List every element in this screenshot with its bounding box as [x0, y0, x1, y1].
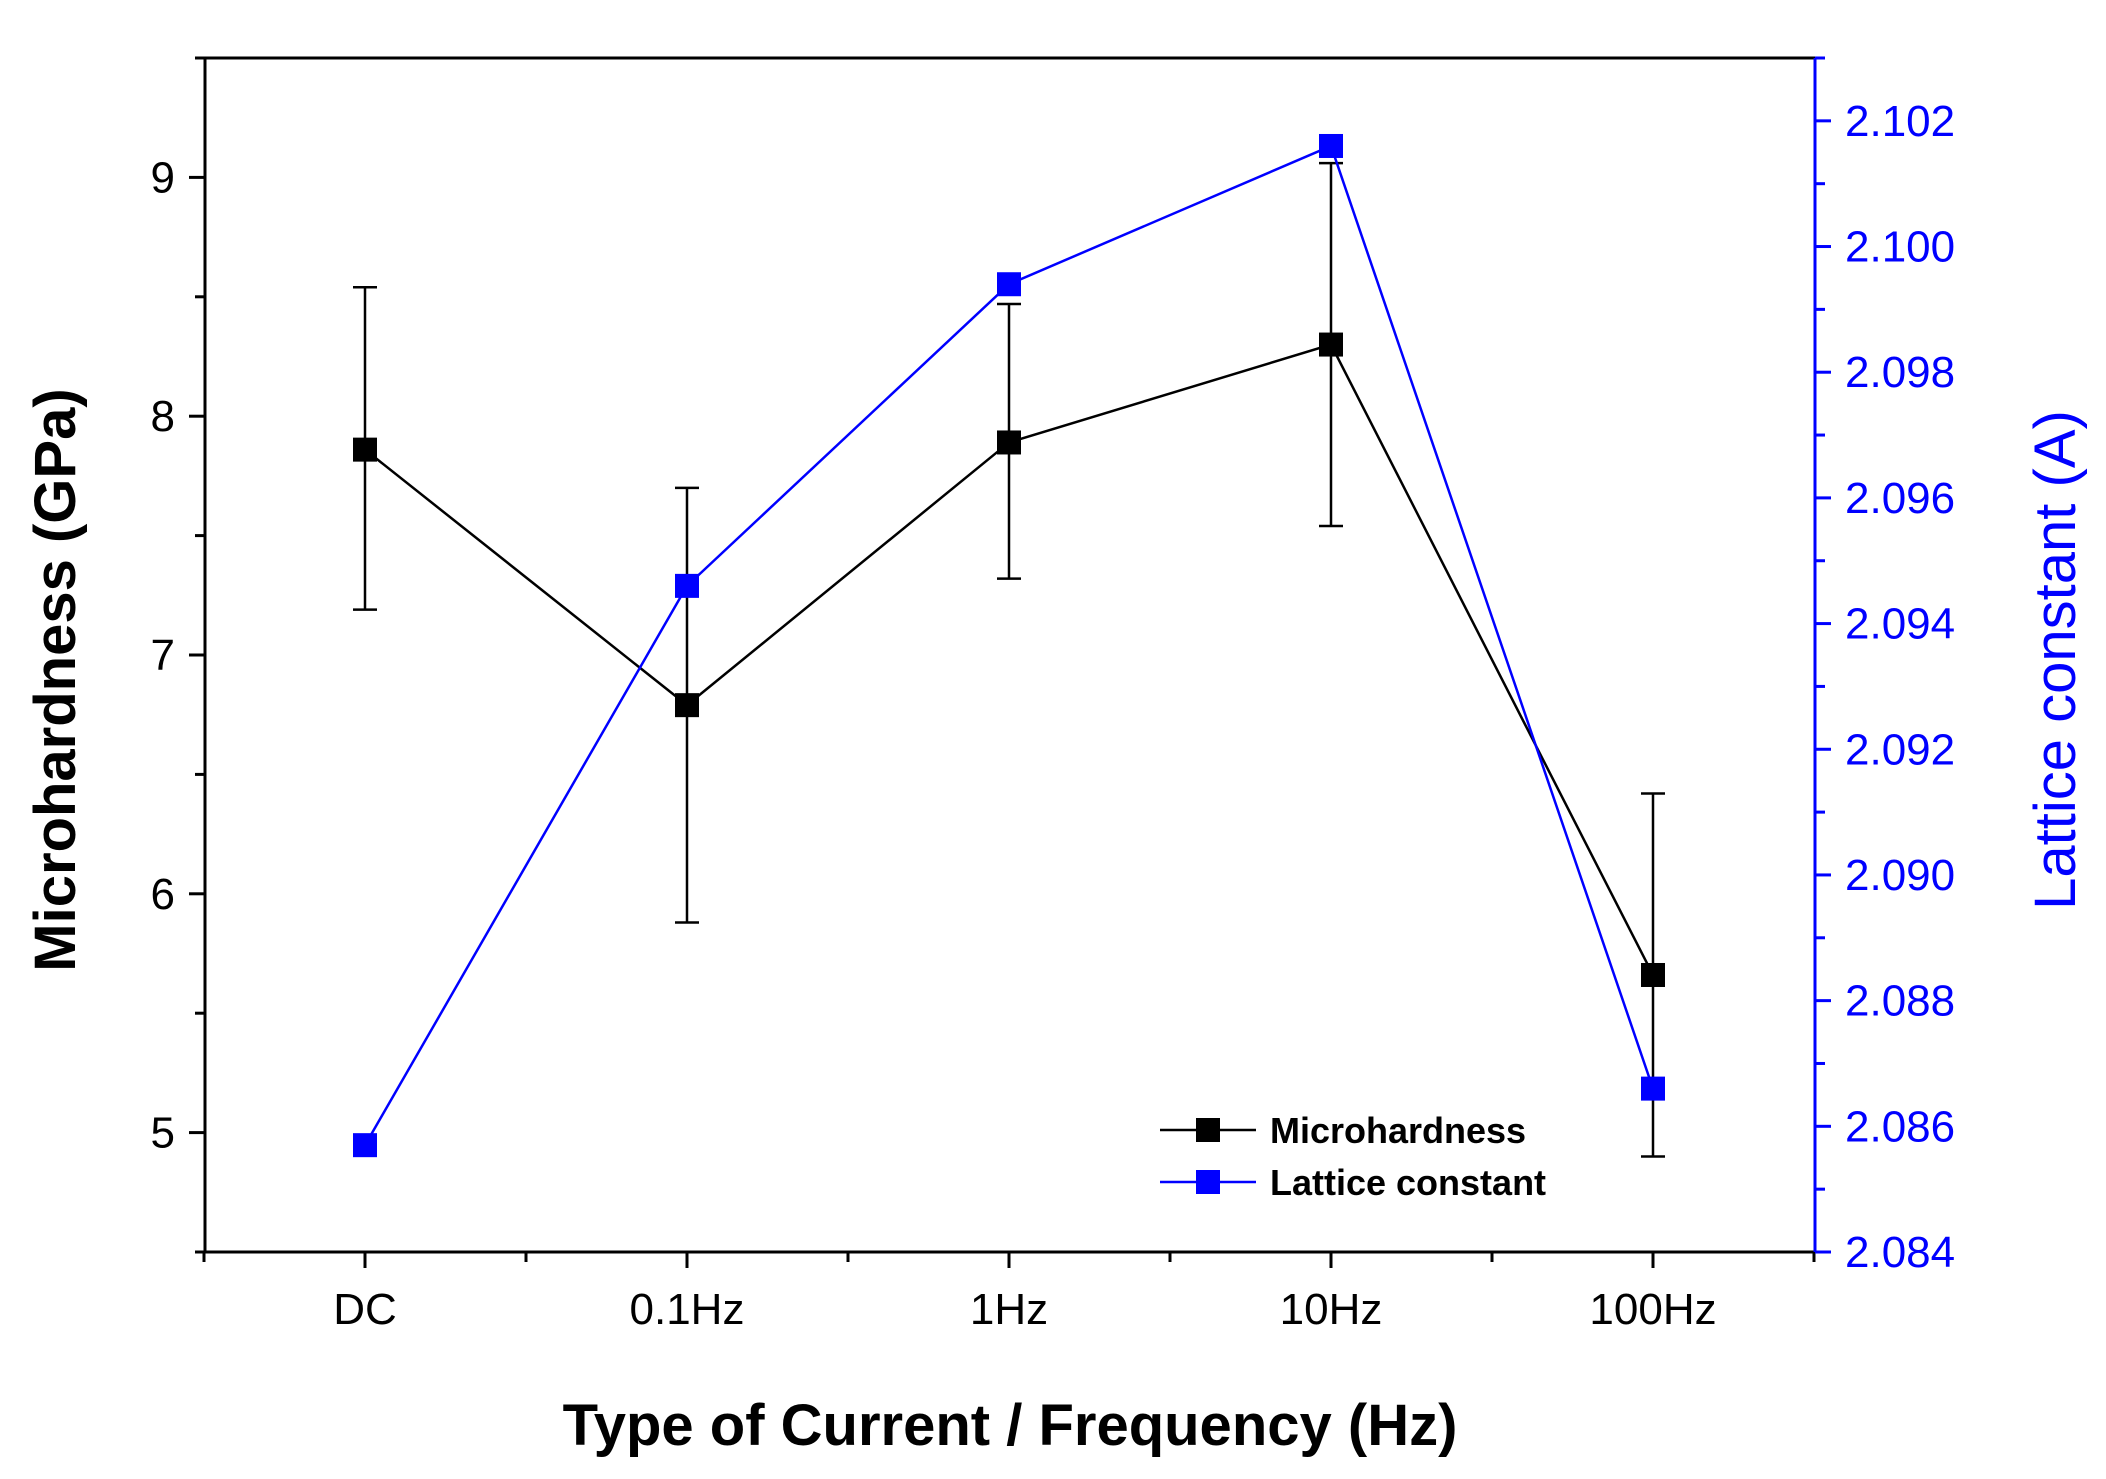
series-lattice-constant	[353, 133, 1665, 1158]
legend: Microhardness Lattice constant	[1160, 1110, 1546, 1203]
y-axis-right-title: Lattice constant (A)	[2023, 410, 2088, 910]
y-tick-label: 5	[151, 1109, 175, 1158]
y-tick-label: 6	[151, 870, 175, 919]
y2-tick-label: 2.090	[1845, 851, 1955, 900]
legend-item: Lattice constant	[1160, 1162, 1546, 1203]
legend-label: Lattice constant	[1270, 1162, 1546, 1203]
y-tick-label: 7	[151, 631, 175, 680]
x-axis-title: Type of Current / Frequency (Hz)	[563, 1393, 1458, 1458]
y-tick-label: 9	[151, 153, 175, 202]
legend-marker	[1196, 1170, 1220, 1194]
y2-tick-label: 2.084	[1845, 1228, 1955, 1277]
plot-marks	[353, 133, 1665, 1158]
x-tick-label: 100Hz	[1589, 1285, 1716, 1334]
data-point	[353, 437, 377, 462]
x-tick-label: 1Hz	[970, 1285, 1048, 1334]
x-axis: DC 0.1Hz 1Hz 10Hz 100Hz	[202, 1252, 1816, 1334]
y-tick-label: 8	[151, 392, 175, 441]
y-axis-right: 2.084 2.086 2.088 2.090 2.092 2.094 2.096 2.098…	[1815, 56, 1955, 1277]
x-tick-label: 0.1Hz	[630, 1285, 745, 1334]
y2-tick-label: 2.094	[1845, 600, 1955, 649]
legend-marker	[1196, 1118, 1220, 1142]
y2-tick-label: 2.098	[1845, 348, 1955, 397]
data-point	[1641, 962, 1665, 987]
y2-tick-label: 2.086	[1845, 1102, 1955, 1151]
y2-tick-label: 2.092	[1845, 725, 1955, 774]
plot-frame	[203, 56, 1817, 1254]
legend-item: Microhardness	[1160, 1110, 1526, 1151]
data-point	[1319, 133, 1343, 158]
legend-label: Microhardness	[1270, 1110, 1526, 1151]
data-point	[997, 430, 1021, 455]
y2-tick-label: 2.102	[1845, 97, 1955, 146]
y2-tick-label: 2.088	[1845, 977, 1955, 1026]
data-point	[675, 573, 699, 598]
data-point	[353, 1133, 377, 1158]
x-tick-label: DC	[333, 1285, 397, 1334]
y2-tick-label: 2.100	[1845, 223, 1955, 272]
y2-tick-label: 2.096	[1845, 474, 1955, 523]
x-tick-label: 10Hz	[1280, 1285, 1383, 1334]
data-point	[1641, 1076, 1665, 1101]
data-point	[997, 272, 1021, 297]
data-point	[675, 693, 699, 718]
data-point	[1319, 332, 1343, 357]
series-microhardness	[353, 161, 1665, 1158]
y-axis-left: 5 6 7 8 9	[151, 56, 205, 1254]
y-axis-left-title: Microhardness (GPa)	[23, 388, 88, 971]
